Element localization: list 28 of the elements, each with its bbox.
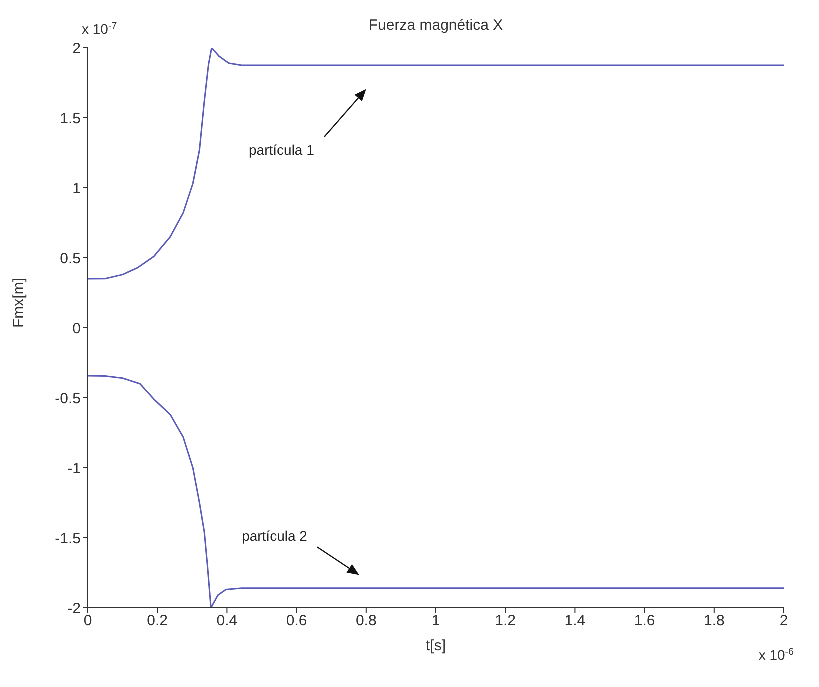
x-tick-label: 0 <box>84 612 92 630</box>
x-tick-label: 1.8 <box>704 612 725 630</box>
y-tick-label: 0.5 <box>60 250 81 268</box>
y-tick-label: 1.5 <box>60 110 81 128</box>
y-tick-label: -2 <box>68 600 81 618</box>
x-tick-label: 1 <box>432 612 440 630</box>
y-tick-label: 1 <box>72 180 81 198</box>
y-tick-label: -0.5 <box>55 390 81 408</box>
y-tick-label: -1 <box>68 460 81 478</box>
y-tick-label: 2 <box>72 40 81 58</box>
y-tick-label: 0 <box>72 320 81 338</box>
annotation: partícula 1 <box>249 142 315 158</box>
y-tick-label: -1.5 <box>55 530 81 548</box>
x-tick-label: 0.2 <box>147 612 168 630</box>
x-tick-label: 1.6 <box>634 612 656 630</box>
y-axis-title: Fmx[m] <box>10 278 28 328</box>
x-axis-title: t[s] <box>426 638 446 655</box>
x-tick-label: 0.6 <box>286 612 308 630</box>
x-tick-label: 1.4 <box>564 612 586 630</box>
x-tick-label: 0.4 <box>216 612 238 630</box>
x-tick-label: 2 <box>780 612 788 630</box>
x-tick-label: 0.8 <box>356 612 377 630</box>
text: x 10$^{-7}$ <box>82 20 118 37</box>
chart-title: Fuerza magnética X <box>368 17 504 34</box>
line-series <box>88 48 784 280</box>
text: x 10$^{-6}$ <box>758 646 795 663</box>
annotation: partícula 2 <box>242 528 308 544</box>
x-tick-label: 1.2 <box>495 612 516 630</box>
